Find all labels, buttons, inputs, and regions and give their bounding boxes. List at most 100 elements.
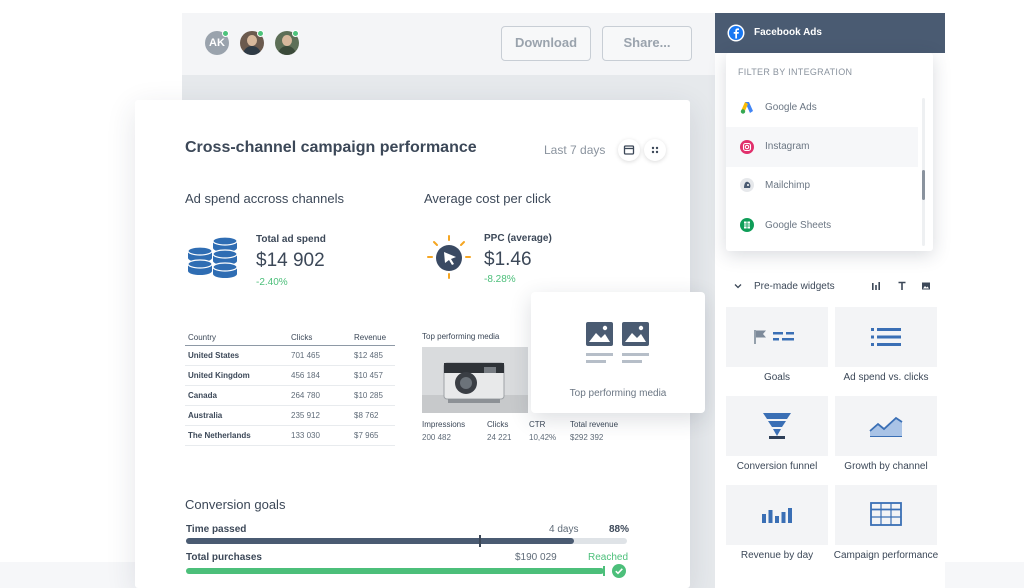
total-ad-spend-label: Total ad spend bbox=[256, 234, 326, 245]
bar-filter-icon[interactable] bbox=[871, 281, 881, 291]
integration-label: Google Ads bbox=[765, 102, 817, 113]
revenue-cell: $7 965 bbox=[354, 431, 379, 440]
conversion-goals-title: Conversion goals bbox=[185, 497, 286, 512]
total-revenue-header: Total revenue bbox=[570, 420, 619, 429]
integration-item-google-ads[interactable]: Google Ads bbox=[726, 88, 918, 128]
total-ad-spend-delta: -2.40% bbox=[256, 277, 288, 288]
widget-conversion-funnel[interactable] bbox=[726, 396, 828, 456]
purchases-marker bbox=[603, 566, 605, 576]
filter-heading: FILTER BY INTEGRATION bbox=[738, 67, 853, 77]
country-table: Country Clicks Revenue United States 701… bbox=[185, 332, 395, 446]
funnel-icon bbox=[763, 413, 791, 439]
revenue-cell: $8 762 bbox=[354, 411, 379, 420]
download-button[interactable]: Download bbox=[501, 26, 591, 61]
integration-item-mailchimp[interactable]: Mailchimp bbox=[726, 166, 918, 206]
integration-name: Facebook Ads bbox=[754, 27, 822, 38]
top-media-title: Top performing media bbox=[422, 332, 500, 341]
table-header-row: Country Clicks Revenue bbox=[185, 332, 395, 346]
online-indicator bbox=[257, 30, 264, 37]
online-indicator bbox=[222, 30, 229, 37]
google-ads-icon bbox=[740, 102, 753, 114]
media-gallery-icon bbox=[586, 322, 649, 363]
widget-campaign-performance[interactable] bbox=[835, 485, 937, 545]
widget-ad-spend-vs-clicks[interactable] bbox=[835, 307, 937, 367]
table-icon bbox=[870, 502, 902, 526]
dragged-widget-preview[interactable]: Top performing media bbox=[531, 292, 705, 413]
date-range-label[interactable]: Last 7 days bbox=[544, 143, 606, 157]
mailchimp-icon bbox=[740, 178, 754, 192]
integration-item-google-sheets[interactable]: Google Sheets bbox=[726, 206, 918, 246]
ctr-value: 10,42% bbox=[529, 433, 557, 442]
dashboard-title: Cross-channel campaign performance bbox=[185, 139, 477, 156]
revenue-cell: $12 485 bbox=[354, 351, 383, 360]
time-passed-fill bbox=[186, 538, 575, 544]
impressions-value: 200 482 bbox=[422, 433, 451, 442]
time-passed-marker bbox=[479, 535, 481, 547]
time-passed-label: Time passed bbox=[186, 524, 247, 535]
widget-label-ad-spend: Ad spend vs. clicks bbox=[843, 372, 929, 383]
clicks-cell: 235 912 bbox=[291, 411, 320, 420]
area-chart-icon bbox=[869, 416, 903, 437]
impressions-header: Impressions bbox=[422, 420, 466, 429]
revenue-cell: $10 457 bbox=[354, 371, 383, 380]
ctr-header: CTR bbox=[529, 420, 546, 429]
camera-icon bbox=[422, 347, 528, 413]
dots-grid-icon bbox=[651, 146, 659, 154]
country-cell: United Kingdom bbox=[188, 371, 250, 380]
integration-label: Mailchimp bbox=[765, 180, 811, 191]
cursor-click-icon bbox=[427, 235, 471, 279]
calendar-button[interactable] bbox=[618, 139, 640, 161]
widget-revenue-by-day[interactable] bbox=[726, 485, 828, 545]
integration-selector[interactable]: Facebook Ads bbox=[715, 13, 945, 53]
total-revenue-value: $292 392 bbox=[570, 433, 604, 442]
dragged-widget-label: Top performing media bbox=[569, 388, 667, 399]
dropdown-scrollbar-thumb[interactable] bbox=[922, 170, 925, 200]
country-cell: Australia bbox=[188, 411, 223, 420]
table-row: United States 701 465 $12 485 bbox=[185, 346, 395, 366]
text-filter-icon[interactable] bbox=[897, 281, 907, 291]
camera-media-image bbox=[422, 347, 528, 413]
image-filter-icon[interactable] bbox=[921, 281, 931, 291]
coins-stack-icon bbox=[187, 236, 238, 278]
clicks-cell: 264 780 bbox=[291, 391, 320, 400]
clicks-value: 24 221 bbox=[487, 433, 512, 442]
premade-widgets-heading[interactable]: Pre-made widgets bbox=[754, 281, 835, 292]
country-cell: United States bbox=[188, 351, 240, 360]
time-passed-track bbox=[186, 538, 627, 544]
table-row: Canada 264 780 $10 285 bbox=[185, 386, 395, 406]
ppc-label: PPC (average) bbox=[484, 233, 552, 244]
time-passed-value: 4 days bbox=[549, 524, 579, 535]
column-header: Clicks bbox=[291, 333, 313, 342]
share-button[interactable]: Share... bbox=[602, 26, 692, 61]
list-icon bbox=[871, 328, 901, 346]
widget-goals[interactable] bbox=[726, 307, 828, 367]
goals-icon bbox=[754, 330, 794, 344]
integration-label: Instagram bbox=[765, 141, 810, 152]
calendar-icon bbox=[623, 145, 635, 155]
chevron-down-icon[interactable] bbox=[733, 281, 743, 291]
total-ad-spend-value: $14 902 bbox=[256, 250, 325, 271]
total-purchases-value: $190 029 bbox=[515, 552, 557, 563]
table-row: Australia 235 912 $8 762 bbox=[185, 406, 395, 426]
column-header: Country bbox=[188, 333, 217, 342]
ppc-delta: -8.28% bbox=[484, 274, 516, 285]
table-row: United Kingdom 456 184 $10 457 bbox=[185, 366, 395, 386]
reached-status: Reached bbox=[588, 552, 629, 563]
widget-growth-by-channel[interactable] bbox=[835, 396, 937, 456]
online-indicator bbox=[292, 30, 299, 37]
ad-spend-section-title: Ad spend accross channels bbox=[185, 191, 344, 206]
clicks-cell: 133 030 bbox=[291, 431, 320, 440]
widget-label-growth: Growth by channel bbox=[844, 461, 928, 472]
avatar-face bbox=[247, 35, 257, 46]
instagram-icon bbox=[740, 140, 754, 154]
integration-item-instagram[interactable]: Instagram bbox=[726, 127, 918, 167]
cpc-section-title: Average cost per click bbox=[424, 191, 551, 206]
widget-label-campaign: Campaign performance bbox=[833, 550, 939, 561]
integration-label: Google Sheets bbox=[765, 220, 832, 231]
check-circle-icon bbox=[612, 564, 626, 578]
total-purchases-track bbox=[186, 568, 604, 574]
options-button[interactable] bbox=[644, 139, 666, 161]
clicks-cell: 701 465 bbox=[291, 351, 320, 360]
dropdown-scrollbar-track[interactable] bbox=[922, 98, 925, 246]
facebook-icon bbox=[727, 24, 745, 42]
